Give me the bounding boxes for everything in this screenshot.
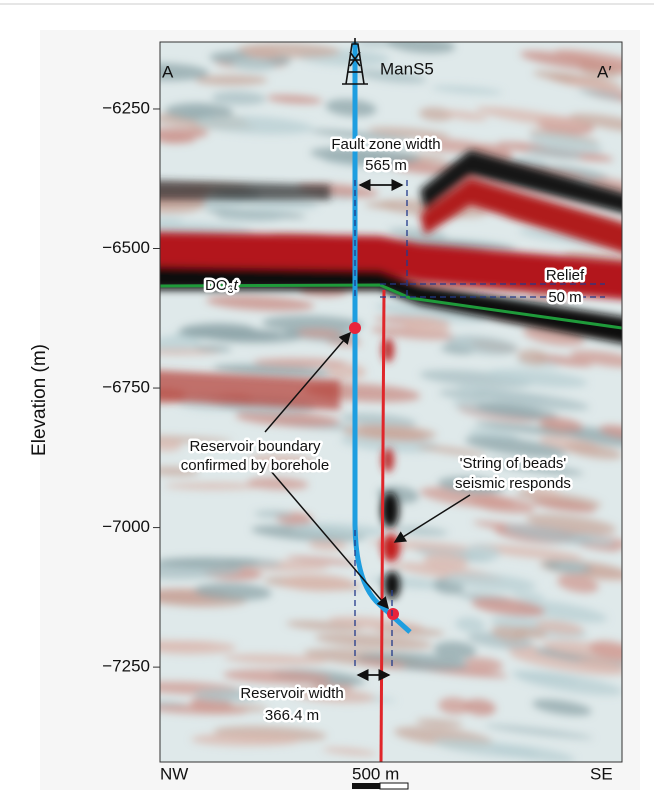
horizon-label: DO3t: [205, 277, 239, 296]
figure: A A′ ManS5 NW SE 500 m Elevation (m) Fau…: [0, 0, 654, 790]
y-tick-label: −6500: [102, 238, 150, 257]
scale-label: 500 m: [352, 764, 399, 783]
annotation: confirmed by borehole: [181, 457, 329, 474]
texture: [216, 211, 286, 222]
annotation: 366.4 m: [265, 707, 319, 724]
y-tick-label: −7000: [102, 517, 150, 536]
annotation: Reservoir width: [240, 685, 343, 702]
direction-right: SE: [590, 764, 613, 783]
annotation: Fault zone width: [331, 136, 440, 153]
well-name: ManS5: [380, 59, 434, 78]
annotation: Reservoir boundary: [190, 438, 321, 455]
direction-left: NW: [160, 764, 188, 783]
y-tick-label: −6750: [102, 378, 150, 397]
annotation: Relief: [546, 267, 585, 284]
scale-bar: [380, 783, 408, 789]
y-axis-label: Elevation (m): [29, 344, 50, 456]
y-tick-label: −7250: [102, 657, 150, 676]
annotation: seismic responds: [455, 475, 571, 492]
y-tick-label: −6250: [102, 98, 150, 117]
scale-bar: [352, 783, 380, 789]
annotation: 565 m: [365, 157, 407, 174]
annotation: 50 m: [548, 289, 581, 306]
section-start: A: [162, 62, 174, 81]
section-end: A′: [597, 62, 612, 81]
horizon-base: DO: [205, 277, 228, 294]
annotation: 'String of beads': [460, 455, 567, 472]
